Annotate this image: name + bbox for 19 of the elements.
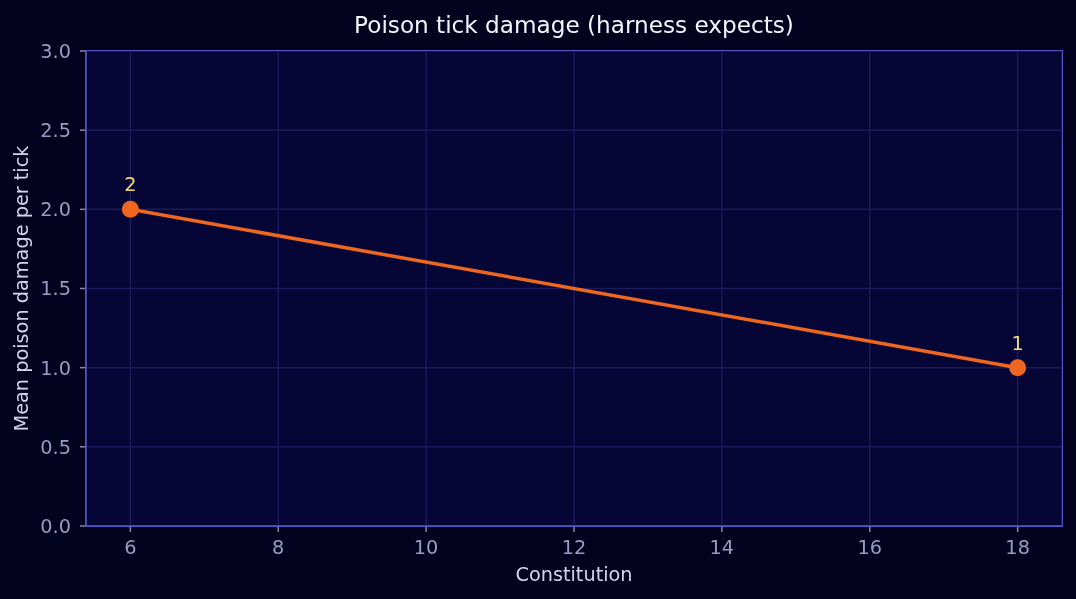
x-tick-label: 12 — [561, 535, 587, 559]
x-tick-label: 18 — [1005, 535, 1030, 559]
x-tick-label: 8 — [272, 535, 285, 559]
chart-title: Poison tick damage (harness expects) — [353, 11, 795, 39]
x-tick-label: 16 — [857, 535, 883, 559]
x-axis-title: Constitution — [515, 562, 633, 586]
y-tick-label: 3.0 — [40, 39, 71, 63]
data-label: 1 — [1011, 331, 1024, 355]
y-tick-label: 0.0 — [40, 514, 71, 538]
y-tick-label: 2.5 — [40, 119, 71, 143]
y-tick-label: 1.5 — [40, 277, 71, 301]
x-tick-label: 6 — [124, 535, 137, 559]
y-tick-label: 1.0 — [40, 356, 71, 380]
data-label: 2 — [124, 173, 137, 197]
y-axis-title: Mean poison damage per tick — [9, 144, 33, 432]
x-tick-label: 14 — [709, 535, 735, 559]
x-tick-label: 10 — [413, 535, 439, 559]
y-tick-label: 0.5 — [40, 435, 71, 459]
y-tick-label: 2.0 — [40, 198, 71, 222]
